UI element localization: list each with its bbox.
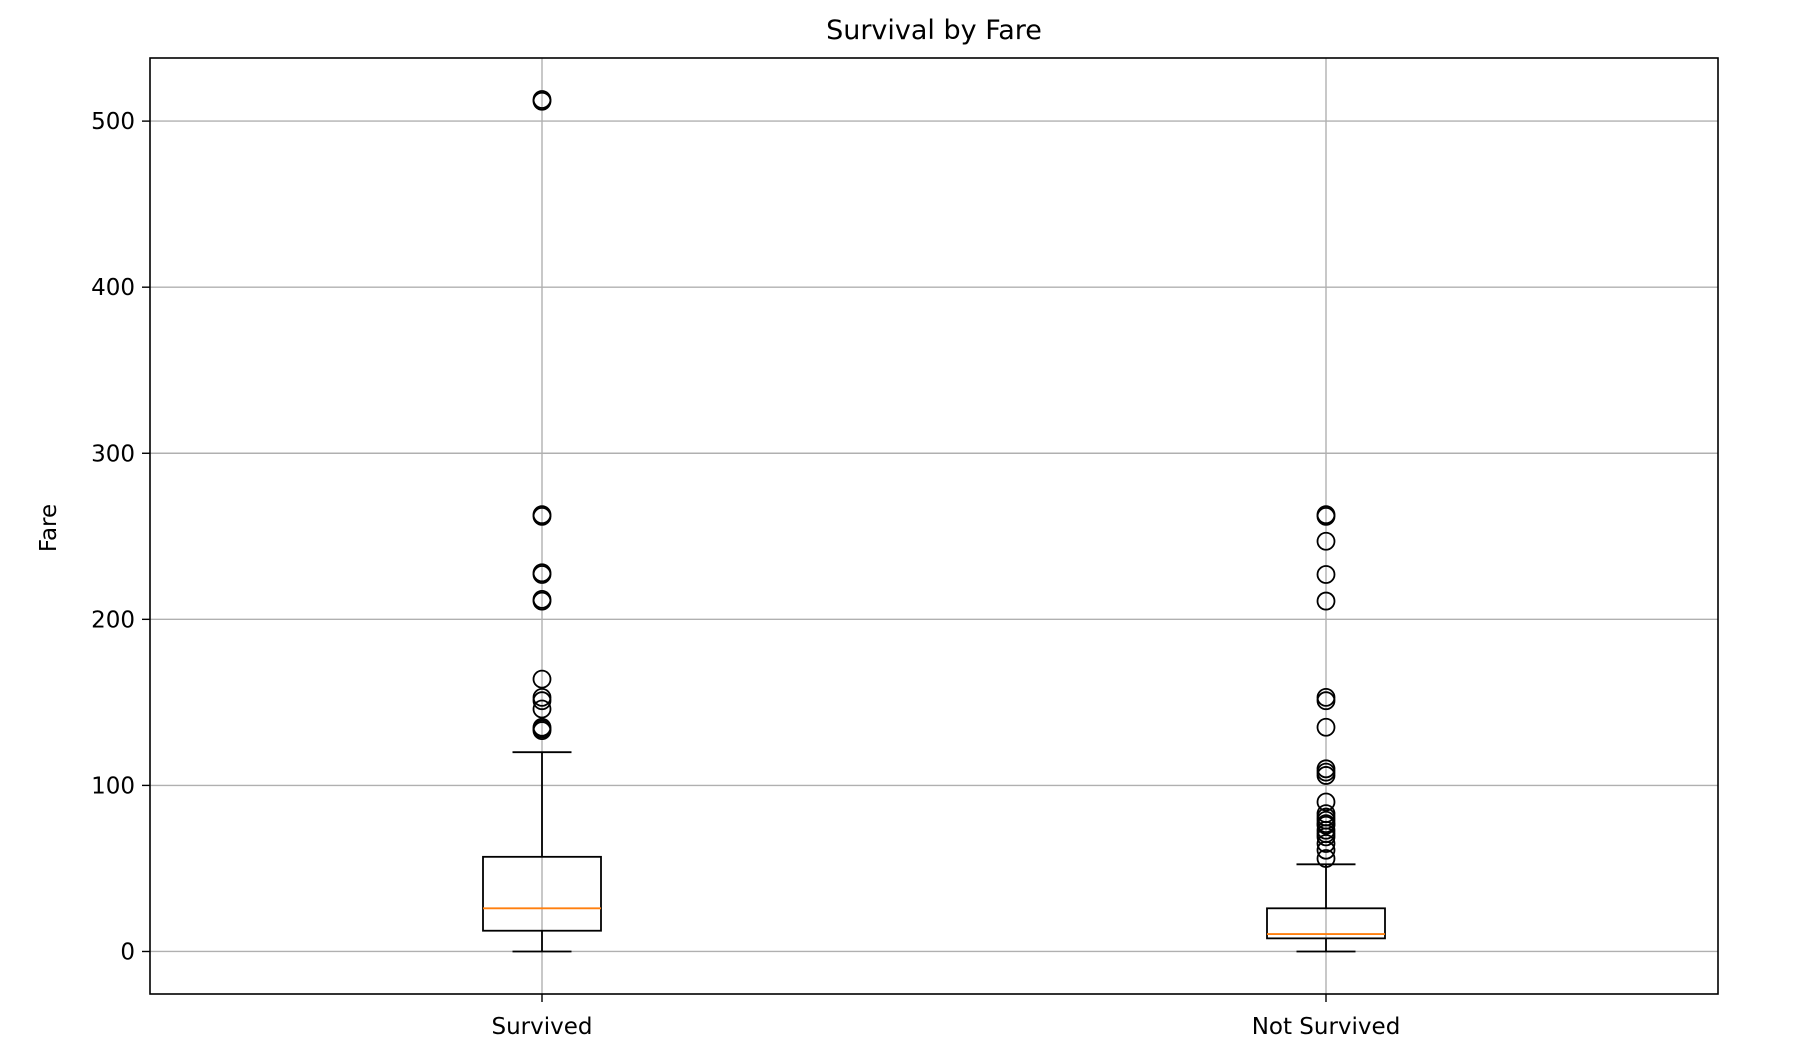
y-tick-label: 300	[91, 441, 135, 467]
outlier-point	[1316, 804, 1336, 824]
outlier-point	[1316, 687, 1336, 707]
axis-ticks: 0 100 200 300 400 500 Survived Not Survived	[91, 109, 1400, 1040]
y-axis-label: Fare	[36, 504, 62, 552]
y-tick-label: 500	[91, 109, 135, 135]
outlier-point	[1316, 531, 1336, 551]
iqr-box	[1266, 907, 1386, 940]
plot-area-frame	[149, 57, 1719, 995]
y-tick-label: 400	[91, 275, 135, 301]
outlier-point	[1316, 505, 1336, 525]
box-plot-marks	[482, 90, 1386, 953]
outlier-point	[532, 687, 552, 707]
outlier-point	[1316, 834, 1336, 853]
outlier-point	[1316, 591, 1336, 611]
outlier-point	[1316, 565, 1336, 584]
chart-title: Survival by Fare	[826, 15, 1042, 46]
outlier-point	[1316, 849, 1336, 868]
x-tick-label: Survived	[492, 1014, 593, 1040]
outlier-point	[532, 699, 552, 719]
outlier-point	[532, 669, 552, 689]
box-group	[482, 90, 602, 953]
outlier-point	[1316, 717, 1336, 737]
outlier-point	[532, 717, 552, 737]
outlier-point	[532, 90, 552, 109]
y-tick-label: 100	[91, 773, 135, 799]
outlier-point	[532, 590, 552, 609]
iqr-box	[482, 855, 602, 932]
y-tick-label: 0	[120, 939, 135, 965]
outlier-point	[1316, 792, 1336, 812]
outlier-point	[532, 563, 552, 583]
grid-lines	[150, 58, 1718, 994]
outlier-point	[532, 505, 552, 525]
outlier-point	[1316, 759, 1336, 779]
box-group	[1266, 505, 1386, 953]
x-tick-label: Not Survived	[1252, 1014, 1401, 1040]
y-tick-label: 200	[91, 607, 135, 633]
